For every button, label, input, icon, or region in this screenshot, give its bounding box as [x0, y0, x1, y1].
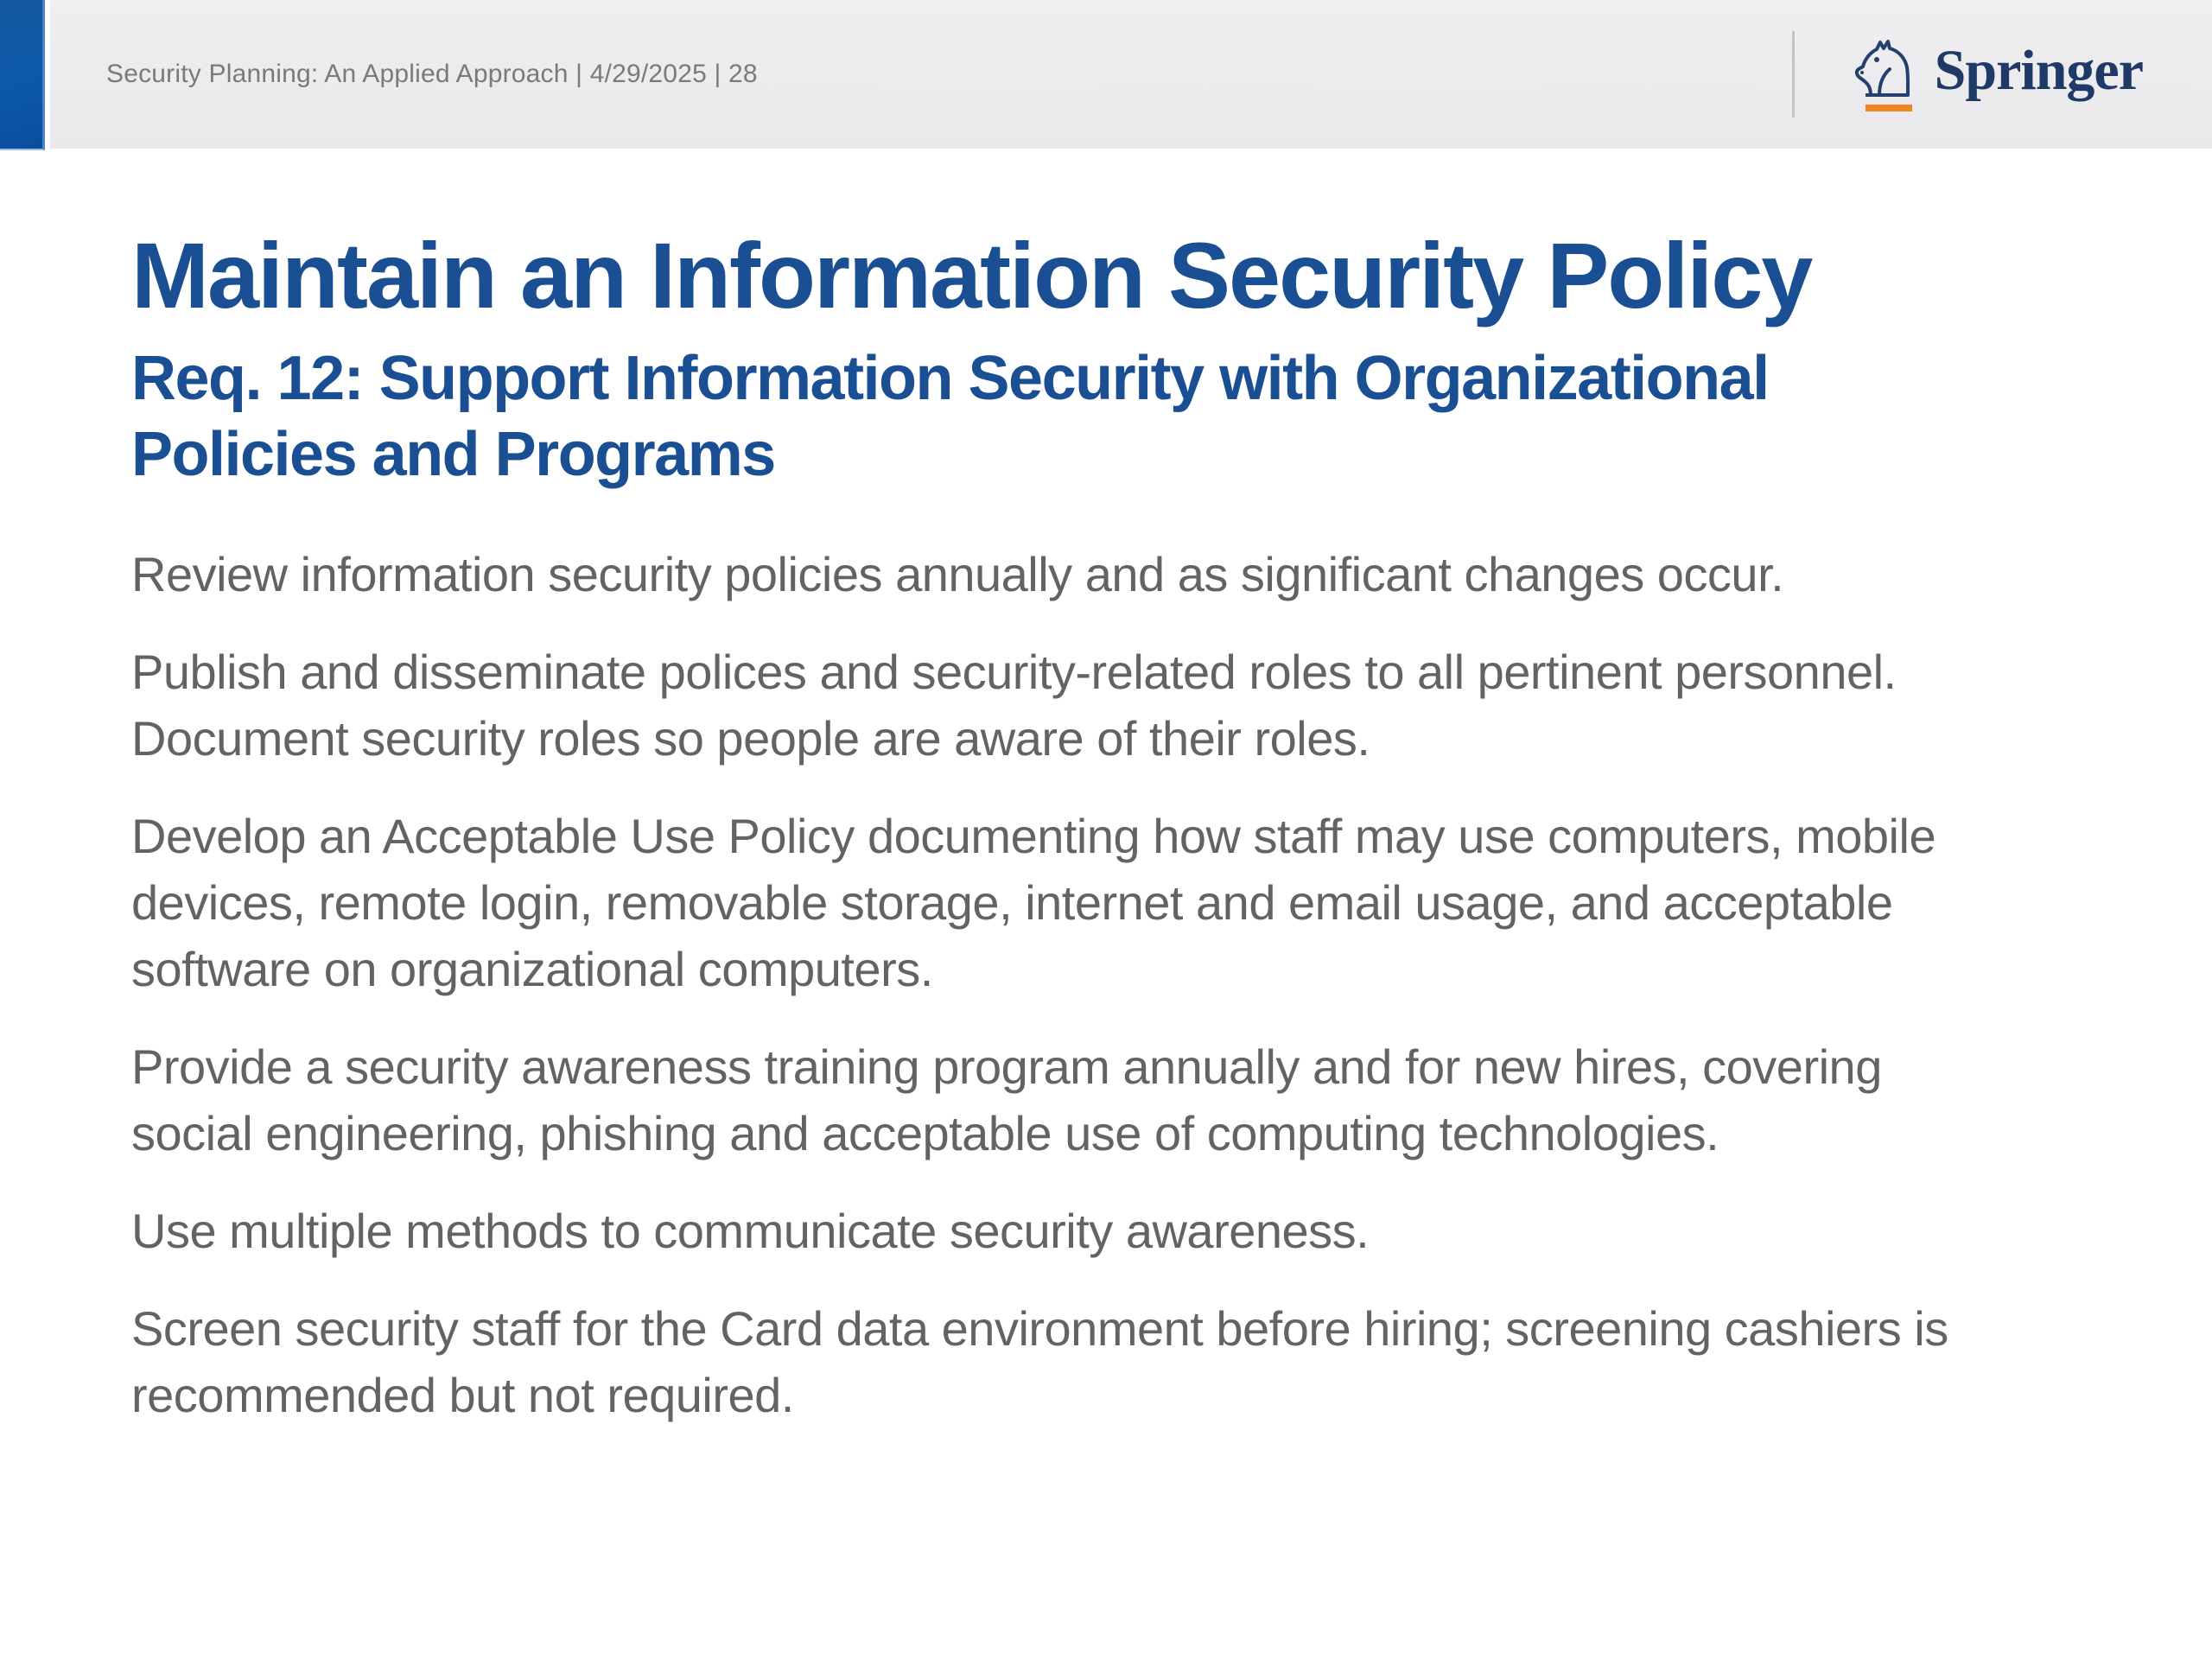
- slide-meta-text: Security Planning: An Applied Approach |…: [106, 60, 758, 88]
- paragraph-review-policies: Review information security policies ann…: [131, 547, 1784, 601]
- paragraph-publish-disseminate: Publish and disseminate polices and secu…: [131, 645, 1897, 766]
- paragraph-acceptable-use-policy: Develop an Acceptable Use Policy documen…: [131, 809, 1936, 996]
- slide-body: Maintain an Information Security Policy …: [0, 219, 2212, 1428]
- springer-logo: Springer: [1791, 0, 2212, 149]
- slide-header: Security Planning: An Applied Approach |…: [0, 0, 2212, 150]
- paragraph-screen-staff: Screen security staff for the Card data …: [131, 1301, 1948, 1422]
- springer-wordmark: Springer: [1934, 39, 2144, 102]
- header-bar: Security Planning: An Applied Approach |…: [50, 0, 2212, 149]
- blue-accent-bar: [0, 0, 45, 150]
- body-text-block: Review information security policies ann…: [131, 541, 2177, 1428]
- horse-knight-icon: [1853, 38, 1912, 111]
- slide-title: Maintain an Information Security Policy: [131, 223, 1813, 327]
- slide-subtitle: Req. 12: Support Information Security wi…: [131, 344, 1770, 489]
- logo-orange-underline: [1865, 104, 1912, 111]
- paragraph-awareness-training: Provide a security awareness training pr…: [131, 1039, 1882, 1160]
- paragraph-multiple-methods: Use multiple methods to communicate secu…: [131, 1204, 1370, 1258]
- logo-divider-line: [1791, 31, 1795, 118]
